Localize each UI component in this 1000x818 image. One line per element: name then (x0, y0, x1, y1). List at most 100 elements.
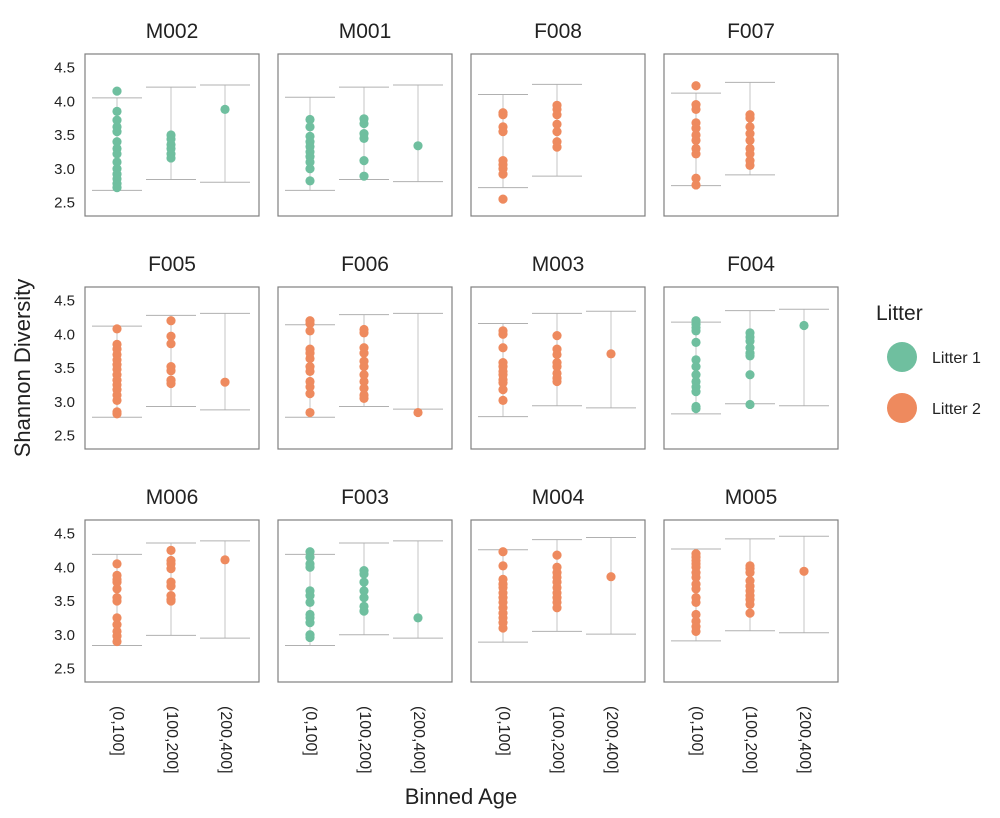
panel-frame (470, 286, 646, 450)
x-tick-label: (200,400] (410, 706, 427, 774)
y-tick-label: 3.5 (54, 127, 75, 144)
x-tick-label: (0,100] (109, 706, 126, 756)
panel-frame (663, 53, 839, 217)
data-point (691, 370, 701, 380)
data-point (112, 137, 122, 147)
data-point (691, 626, 701, 636)
data-point (691, 180, 701, 190)
data-point (305, 597, 315, 607)
panel-frame (84, 286, 260, 450)
data-point (691, 104, 701, 114)
data-point (691, 326, 701, 336)
data-point (166, 339, 176, 349)
data-point (552, 550, 562, 560)
data-point (498, 127, 508, 137)
data-point (691, 149, 701, 159)
data-point (359, 383, 369, 393)
data-point (112, 559, 122, 569)
data-point (112, 149, 122, 159)
data-point (166, 378, 176, 389)
panel-m005: M005 (663, 486, 839, 683)
data-point (745, 599, 755, 609)
data-point (691, 135, 701, 145)
legend-label-litter-2: Litter 2 (932, 401, 981, 418)
panel-frame (663, 286, 839, 450)
data-point (359, 156, 369, 166)
panel-title: F005 (148, 253, 196, 276)
y-tick-label: 2.5 (54, 428, 75, 445)
data-point (498, 395, 508, 405)
data-point (552, 331, 562, 341)
panel-frame (663, 519, 839, 683)
data-point (552, 603, 562, 613)
data-point (799, 566, 809, 576)
panel-title: F007 (727, 20, 775, 43)
panel-frame (470, 53, 646, 217)
data-point (691, 597, 701, 607)
legend: Litter Litter 1 Litter 2 (876, 302, 981, 423)
data-point (305, 632, 315, 643)
data-point (691, 609, 701, 620)
y-tick-label: 4.0 (54, 559, 75, 576)
data-point (606, 572, 616, 582)
data-point (745, 129, 755, 139)
data-point (166, 596, 176, 606)
data-point (498, 385, 508, 395)
data-point (305, 326, 315, 336)
panel-f007: F007 (663, 20, 839, 217)
data-point (112, 324, 122, 334)
data-point (745, 608, 755, 618)
data-point (112, 183, 122, 193)
data-point (112, 127, 122, 137)
data-point (552, 127, 562, 137)
data-point (359, 586, 369, 596)
panel-frame (84, 53, 260, 217)
x-axis-label: Binned Age (405, 784, 518, 809)
data-point (166, 366, 176, 376)
data-point (305, 157, 315, 167)
data-point (552, 362, 562, 372)
data-point (498, 343, 508, 353)
data-point (745, 113, 755, 123)
data-point (359, 133, 369, 143)
y-tick-label: 4.0 (54, 93, 75, 110)
data-point (112, 409, 122, 419)
data-point (413, 613, 423, 623)
data-point (799, 320, 809, 331)
data-point (305, 591, 315, 601)
data-point (166, 564, 176, 574)
data-point (359, 577, 369, 587)
data-point (498, 547, 508, 557)
data-point (498, 194, 508, 204)
data-point (166, 331, 176, 341)
x-tick-label: (200,400] (796, 706, 813, 774)
data-point (691, 572, 701, 582)
data-point (498, 110, 508, 120)
data-point (305, 114, 315, 125)
data-point (305, 618, 315, 628)
x-tick-label: (0,100] (302, 706, 319, 756)
data-point (691, 81, 701, 91)
data-point (305, 552, 315, 562)
data-point (305, 366, 315, 376)
data-point (745, 568, 755, 578)
panel-grid: M002 2.5 3.0 3.5 4.0 4.5 M001 F008 F007 F005 2.5 3.… (54, 20, 839, 683)
data-point (112, 106, 122, 116)
y-tick-label: 3.5 (54, 360, 75, 377)
data-point (112, 115, 122, 125)
panel-frame (470, 519, 646, 683)
x-tick-label: (100,200] (163, 706, 180, 774)
y-tick-label: 3.0 (54, 627, 75, 644)
data-point (552, 376, 562, 387)
data-point (166, 153, 176, 163)
panel-title: M002 (146, 20, 199, 43)
data-point (359, 606, 369, 616)
data-point (112, 584, 122, 594)
legend-marker-litter-1 (887, 342, 917, 372)
panel-title: F004 (727, 253, 775, 276)
panel-frame (277, 519, 453, 683)
panel-frame (84, 519, 260, 683)
data-point (606, 349, 616, 359)
panel-title: M006 (146, 486, 199, 509)
panel-m001: M001 (277, 20, 453, 217)
